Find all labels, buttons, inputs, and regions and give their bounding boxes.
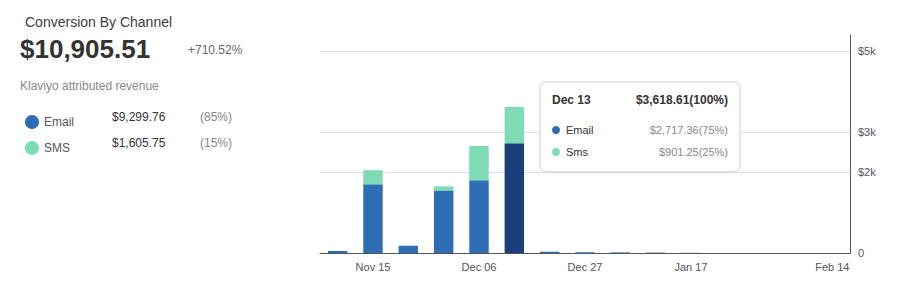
svg-text:$5k: $5k	[858, 45, 876, 57]
svg-text:Dec 27: Dec 27	[568, 261, 603, 273]
svg-text:Klaviyo attributed revenue: Klaviyo attributed revenue	[20, 79, 159, 93]
svg-text:$2,717.36(75%): $2,717.36(75%)	[650, 124, 728, 136]
svg-text:(15%): (15%)	[200, 136, 232, 150]
svg-text:Feb 14: Feb 14	[815, 261, 849, 273]
svg-text:+710.52%: +710.52%	[188, 43, 243, 57]
svg-text:Email: Email	[566, 124, 594, 136]
svg-text:$2k: $2k	[858, 166, 876, 178]
svg-text:$3k: $3k	[858, 126, 876, 138]
svg-text:$10,905.51: $10,905.51	[20, 34, 150, 64]
svg-text:SMS: SMS	[44, 141, 70, 155]
svg-text:Email: Email	[44, 115, 74, 129]
svg-text:Conversion By Channel: Conversion By Channel	[25, 14, 172, 30]
svg-text:(85%): (85%)	[200, 110, 232, 124]
svg-text:Dec 13: Dec 13	[552, 93, 591, 107]
svg-text:Sms: Sms	[566, 146, 589, 158]
svg-text:$9,299.76: $9,299.76	[112, 110, 166, 124]
svg-text:$3,618.61(100%): $3,618.61(100%)	[636, 93, 728, 107]
svg-text:Dec 06: Dec 06	[462, 261, 497, 273]
svg-text:Jan 17: Jan 17	[674, 261, 707, 273]
svg-text:0: 0	[858, 247, 864, 259]
svg-text:Nov 15: Nov 15	[356, 261, 391, 273]
svg-text:$901.25(25%): $901.25(25%)	[659, 146, 728, 158]
svg-text:$1,605.75: $1,605.75	[112, 136, 166, 150]
